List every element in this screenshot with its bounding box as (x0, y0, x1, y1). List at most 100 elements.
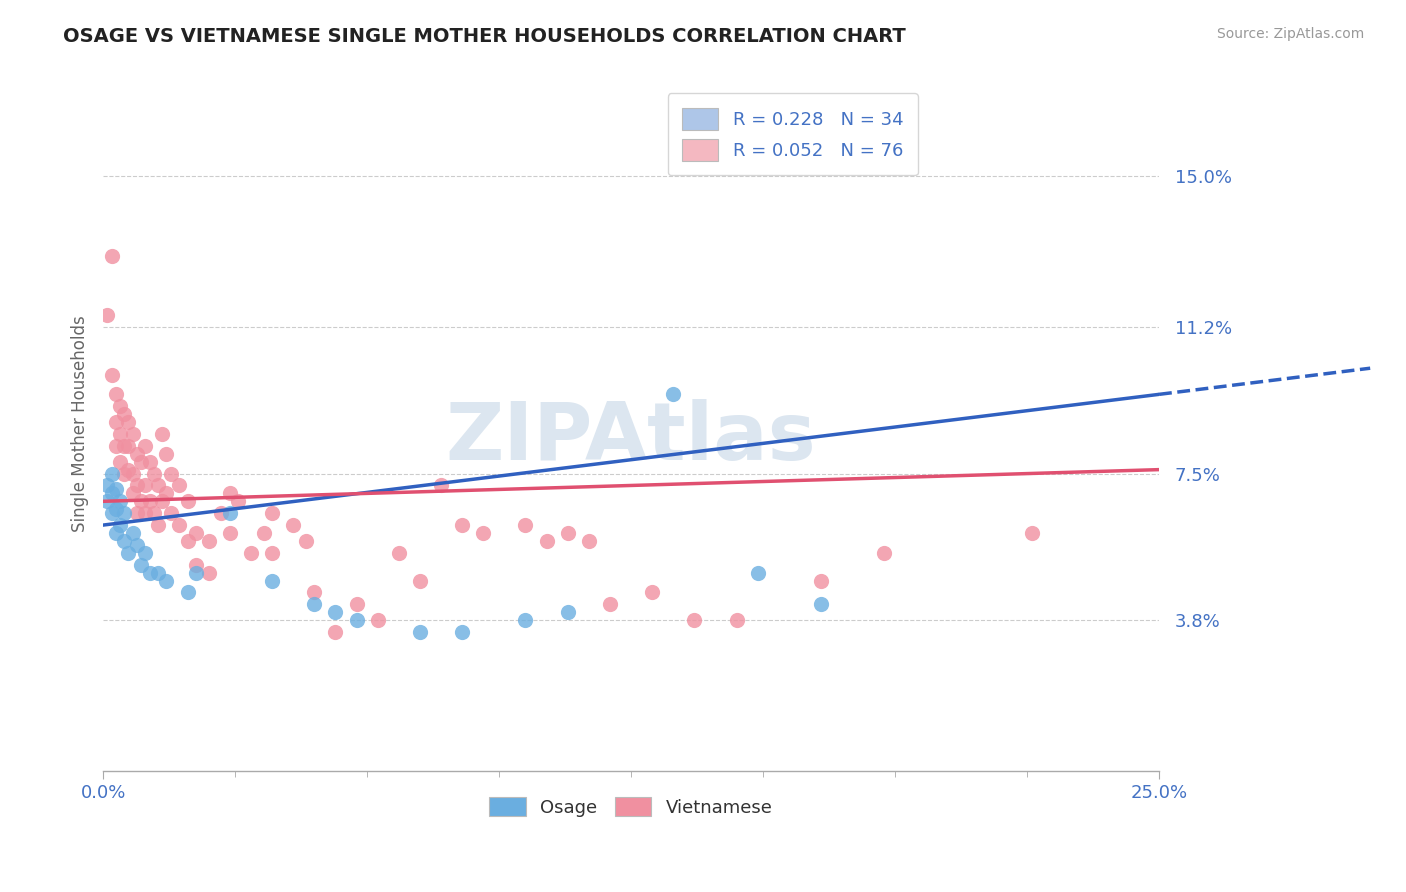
Point (810, 597, 832, 611)
Point (662, 387, 685, 401)
Point (146, 566, 169, 580)
Point (325, 625, 347, 640)
Point (121, 526, 143, 541)
Point (155, 486, 177, 500)
Point (121, 486, 143, 500)
Point (472, 526, 495, 541)
Point (226, 494, 249, 508)
Point (176, 585, 198, 599)
Point (262, 546, 284, 560)
Point (346, 613, 368, 627)
Point (104, 483, 127, 497)
Point (150, 427, 173, 442)
Point (599, 597, 621, 611)
Point (557, 605, 579, 619)
Point (515, 613, 537, 627)
Point (117, 415, 139, 429)
Point (388, 546, 411, 560)
Point (134, 478, 156, 492)
Point (134, 506, 156, 520)
Point (209, 506, 232, 520)
Legend: Osage, Vietnamese: Osage, Vietnamese (482, 790, 780, 824)
Point (1021, 526, 1043, 541)
Point (197, 533, 219, 548)
Point (557, 526, 579, 541)
Point (96, 478, 118, 492)
Point (108, 399, 131, 413)
Point (346, 597, 368, 611)
Point (252, 526, 274, 541)
Point (641, 585, 664, 599)
Point (129, 494, 152, 508)
Point (515, 518, 537, 533)
Point (367, 613, 389, 627)
Point (155, 574, 177, 588)
Point (295, 533, 318, 548)
Point (112, 407, 135, 421)
Point (104, 502, 127, 516)
Point (409, 574, 432, 588)
Point (810, 574, 832, 588)
Point (100, 467, 122, 481)
Point (112, 467, 135, 481)
Point (155, 447, 177, 461)
Point (167, 478, 190, 492)
Point (100, 368, 122, 382)
Point (125, 478, 148, 492)
Point (138, 455, 160, 469)
Point (112, 506, 135, 520)
Point (125, 447, 148, 461)
Point (262, 506, 284, 520)
Text: Source: ZipAtlas.com: Source: ZipAtlas.com (1216, 27, 1364, 41)
Point (218, 506, 240, 520)
Point (100, 249, 122, 263)
Point (100, 486, 122, 500)
Point (104, 415, 127, 429)
Point (325, 605, 347, 619)
Point (725, 613, 748, 627)
Text: OSAGE VS VIETNAMESE SINGLE MOTHER HOUSEHOLDS CORRELATION CHART: OSAGE VS VIETNAMESE SINGLE MOTHER HOUSEH… (63, 27, 905, 45)
Point (451, 518, 474, 533)
Point (176, 533, 198, 548)
Y-axis label: Single Mother Households: Single Mother Households (72, 316, 89, 533)
Point (112, 533, 135, 548)
Point (112, 439, 135, 453)
Point (536, 533, 558, 548)
Point (108, 518, 131, 533)
Point (184, 526, 207, 541)
Point (138, 494, 160, 508)
Point (117, 439, 139, 453)
Point (100, 506, 122, 520)
Point (159, 467, 181, 481)
Point (129, 455, 152, 469)
Point (146, 478, 169, 492)
Point (176, 494, 198, 508)
Point (262, 574, 284, 588)
Point (159, 506, 181, 520)
Point (430, 478, 453, 492)
Point (184, 566, 207, 580)
Point (873, 546, 896, 560)
Point (96, 494, 118, 508)
Point (578, 533, 600, 548)
Point (451, 625, 474, 640)
Point (129, 558, 152, 572)
Point (134, 546, 156, 560)
Point (96, 308, 118, 322)
Point (134, 439, 156, 453)
Point (117, 462, 139, 476)
Point (104, 387, 127, 401)
Point (138, 566, 160, 580)
Point (409, 625, 432, 640)
Point (146, 518, 169, 533)
Point (142, 467, 165, 481)
Point (104, 439, 127, 453)
Point (104, 526, 127, 541)
Point (239, 546, 262, 560)
Point (683, 613, 706, 627)
Point (142, 506, 165, 520)
Point (108, 455, 131, 469)
Point (117, 546, 139, 560)
Point (218, 486, 240, 500)
Point (108, 427, 131, 442)
